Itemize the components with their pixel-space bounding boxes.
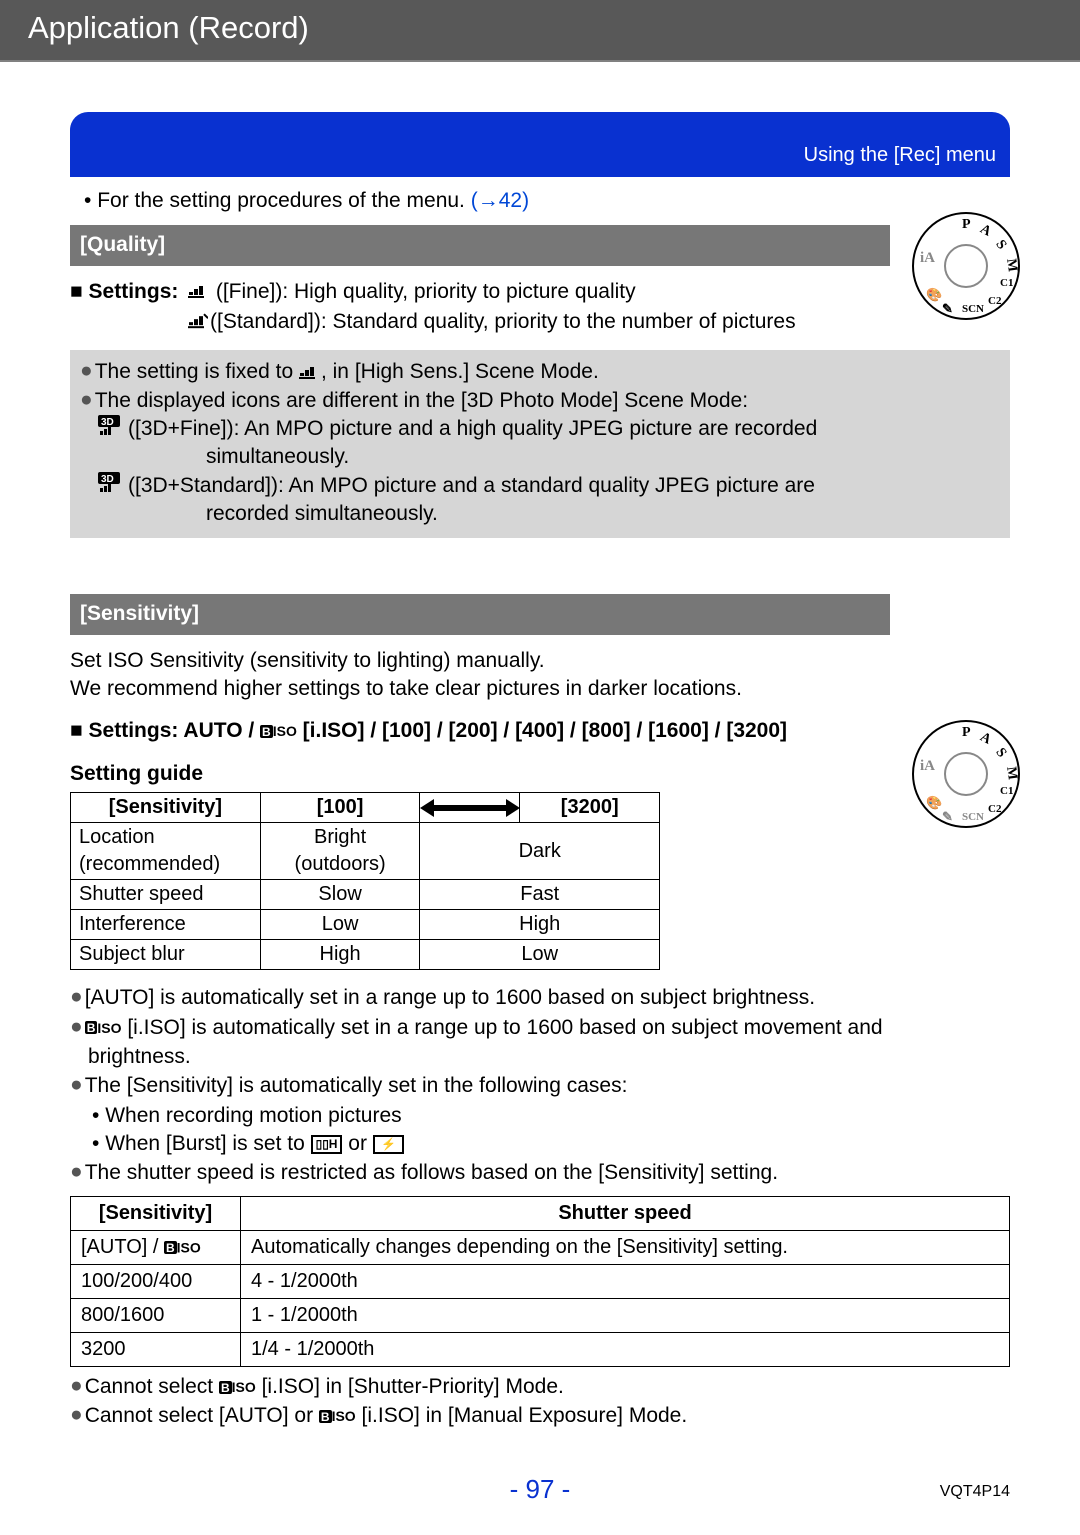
sensitivity-heading: [Sensitivity] (70, 594, 890, 634)
section-tab: Using the [Rec] menu (70, 112, 1010, 177)
sensitivity-desc: Set ISO Sensitivity (sensitivity to ligh… (70, 647, 1010, 704)
iiso-icon: B (164, 1241, 177, 1254)
3d-standard-icon: 3D (98, 472, 122, 494)
iiso-icon: B (319, 1410, 332, 1423)
header-title: Application (Record) (28, 10, 309, 45)
intro-line: • For the setting procedures of the menu… (84, 187, 1010, 215)
sensitivity-notes: ●[AUTO] is automatically set in a range … (70, 984, 1010, 1187)
iiso-icon: B (85, 1021, 98, 1034)
mode-dial-icon: P A S M C1 C2 iA SCN ✎ 🎨 (912, 212, 1020, 320)
svg-text:3D: 3D (101, 417, 114, 428)
quality-notes: ●The setting is fixed to , in [High Sens… (70, 350, 1010, 538)
guide-title: Setting guide (70, 760, 1010, 788)
fine-icon (188, 284, 208, 300)
range-arrow-icon (430, 805, 510, 811)
quality-settings: ■ Settings: ([Fine]): High quality, prio… (70, 278, 1010, 306)
page-number: - 97 - (0, 1474, 1080, 1505)
page-header: Application (Record) (0, 0, 1080, 62)
3d-fine-icon: 3D (98, 415, 122, 437)
page-link[interactable]: (→42) (471, 189, 529, 212)
guide-table: [Sensitivity] [100] [3200] Location(reco… (70, 792, 660, 970)
mode-dial-icon: P A S M C1 C2 iA SCN ✎ 🎨 (912, 720, 1020, 828)
standard-icon (188, 308, 208, 336)
standard-icon (299, 365, 319, 381)
document-id: VQT4P14 (940, 1483, 1010, 1501)
quality-heading: [Quality] (70, 225, 890, 265)
svg-text:3D: 3D (101, 474, 114, 485)
shutter-table: [Sensitivity]Shutter speed [AUTO] / BISO… (70, 1196, 1010, 1367)
sensitivity-settings: ■ Settings: AUTO / BISO [i.ISO] / [100] … (70, 717, 1010, 745)
burst-h-icon: ▯▯H (311, 1135, 343, 1153)
burst-flash-icon: ⚡ (373, 1135, 405, 1153)
iiso-icon: B (219, 1381, 232, 1394)
iiso-icon: B (260, 725, 273, 738)
